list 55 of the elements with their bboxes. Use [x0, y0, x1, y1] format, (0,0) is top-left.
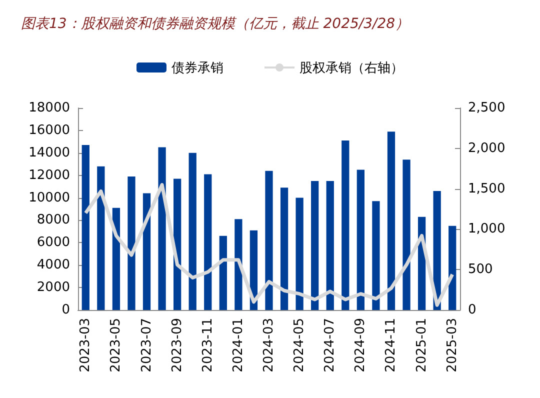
legend-label: 股权承销（右轴）	[300, 60, 404, 75]
bar	[296, 198, 304, 310]
y-tick-label: 10000	[28, 190, 70, 206]
x-tick-label: 2023-03	[78, 318, 94, 372]
bar	[280, 188, 288, 310]
bar	[188, 152, 196, 310]
x-tick-label: 2024-09	[353, 318, 368, 372]
y-tick-label: 2000	[36, 280, 70, 296]
y-tick-label: 16000	[28, 122, 70, 138]
line-series	[84, 183, 454, 307]
x-tick-label: 2024-01	[230, 318, 246, 372]
y2-tick-label: 1,500	[468, 181, 506, 196]
bar	[448, 226, 456, 310]
bar	[234, 219, 242, 310]
x-tick-label: 2025-03	[444, 318, 460, 372]
x-tick-label: 2024-11	[384, 318, 399, 372]
bar	[174, 178, 182, 310]
bar	[142, 193, 151, 310]
x-tick-label: 2023-09	[170, 318, 185, 372]
bar	[112, 208, 120, 310]
y2-tick-label: 2,500	[468, 100, 506, 116]
y2-tick-label: 500	[468, 262, 493, 278]
bar	[402, 160, 410, 310]
y2-tick-label: 0	[468, 302, 476, 318]
bar	[204, 174, 212, 310]
legend-label: 债券承销	[172, 60, 224, 75]
y-tick-label: 0	[62, 302, 70, 318]
bar	[326, 180, 334, 310]
bar	[82, 145, 90, 310]
bar	[356, 170, 364, 310]
bar	[158, 147, 166, 310]
x-tick-label: 2023-11	[200, 318, 216, 372]
bar	[387, 132, 396, 310]
y-tick-label: 12000	[28, 168, 70, 183]
x-tick-label: 2024-07	[322, 318, 338, 372]
x-tick-label: 2023-07	[139, 318, 154, 372]
x-tick-label: 2024-05	[292, 318, 308, 372]
y2-tick-label: 1,000	[468, 222, 506, 237]
y-tick-label: 18000	[28, 100, 70, 116]
bar	[265, 170, 273, 310]
bar	[219, 236, 227, 310]
bar	[342, 140, 350, 310]
x-tick-label: 2024-03	[262, 318, 276, 372]
bar	[372, 201, 380, 310]
bar	[97, 166, 105, 310]
y-tick-label: 6000	[36, 235, 70, 250]
y-tick-label: 14000	[28, 145, 70, 160]
x-tick-label: 2023-05	[108, 318, 124, 372]
x-tick-label: 2025-01	[414, 318, 430, 372]
bar	[128, 176, 136, 310]
y-tick-label: 8000	[36, 212, 70, 228]
chart-title: 图表13：股权融资和债券融资规模（亿元，截止 2025/3/28）	[21, 16, 410, 32]
y2-tick-label: 2,000	[468, 140, 506, 156]
bar	[311, 180, 319, 310]
y-tick-label: 4000	[36, 258, 70, 273]
